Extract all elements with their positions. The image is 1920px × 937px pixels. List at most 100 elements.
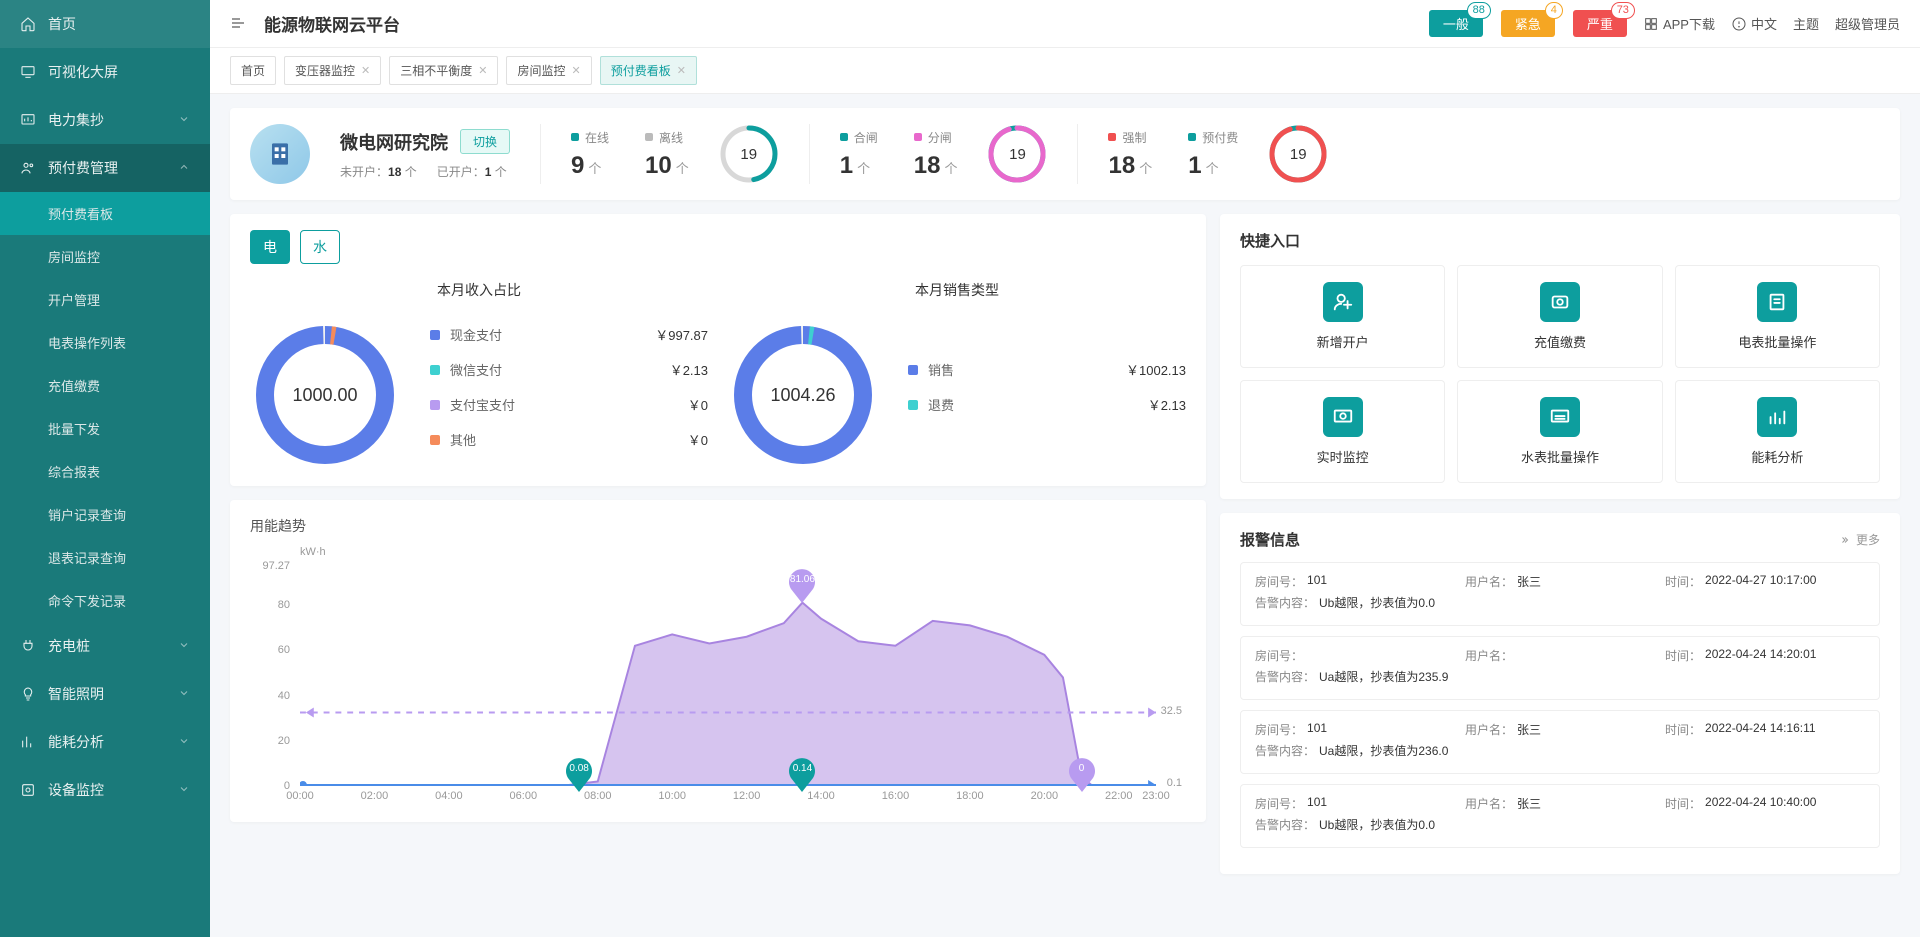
y-tick-label: 20 — [278, 735, 290, 747]
topbar: 能源物联网云平台 一般88 紧急4 严重73 APP下载 中文 主题 超级管理员 — [210, 0, 1920, 48]
unopened-unit: 个 — [401, 165, 416, 179]
sidebar-subitem[interactable]: 命令下发记录 — [0, 579, 210, 622]
alert-badge[interactable]: 一般88 — [1429, 10, 1483, 37]
legend-label: 微信支付 — [450, 360, 502, 379]
x-tick-label: 08:00 — [584, 790, 612, 802]
sidebar-subitem[interactable]: 预付费看板 — [0, 192, 210, 235]
sidebar-item[interactable]: 智能照明 — [0, 670, 210, 718]
alarm-key: 房间号： — [1255, 721, 1303, 738]
legend-row: 微信支付￥2.13 — [430, 360, 708, 379]
sidebar-item[interactable]: 首页 — [0, 0, 210, 48]
sidebar-item-label: 能耗分析 — [48, 732, 104, 752]
sidebar-item[interactable]: 预付费管理 — [0, 144, 210, 192]
donut1-title: 本月收入占比 — [250, 280, 708, 300]
quick-entry-item[interactable]: 电表批量操作 — [1675, 265, 1880, 368]
alarm-item[interactable]: 房间号：101 用户名：张三 时间：2022-04-24 10:40:00 告警… — [1240, 784, 1880, 848]
sidebar-item[interactable]: 电力集抄 — [0, 96, 210, 144]
more-label: 更多 — [1856, 531, 1880, 548]
hamburger-icon[interactable] — [230, 15, 248, 33]
sidebar-subitem[interactable]: 电表操作列表 — [0, 321, 210, 364]
close-icon[interactable]: ✕ — [361, 64, 370, 77]
sidebar-item-label: 预付费管理 — [48, 158, 118, 178]
app-download-link[interactable]: APP下载 — [1643, 14, 1715, 33]
y-tick-label: 60 — [278, 644, 290, 656]
sidebar-subitem[interactable]: 销户记录查询 — [0, 493, 210, 536]
legend-row: 支付宝支付￥0 — [430, 395, 708, 414]
stat-label: 离线 — [659, 129, 683, 146]
alarm-key: 时间： — [1665, 573, 1701, 590]
stat-block: 强制18个 — [1108, 129, 1152, 180]
x-tick-label: 18:00 — [956, 790, 984, 802]
user-add-icon — [1323, 282, 1363, 322]
ring-value: 19 — [1268, 124, 1328, 184]
bulb-icon — [20, 686, 36, 702]
sidebar-item[interactable]: 能耗分析 — [0, 718, 210, 766]
stat-unit: 个 — [1139, 161, 1152, 176]
chevron-down-icon — [178, 782, 190, 798]
alert-count: 88 — [1467, 2, 1491, 19]
chevron-down-icon — [178, 112, 190, 128]
stat-dot — [571, 133, 579, 141]
tab-label: 变压器监控 — [295, 62, 355, 79]
tab-chip[interactable]: 三相不平衡度✕ — [389, 56, 498, 85]
tab-chip[interactable]: 首页 — [230, 56, 276, 85]
alarm-item[interactable]: 房间号：101 用户名：张三 时间：2022-04-24 14:16:11 告警… — [1240, 710, 1880, 774]
alarm-content: Ub越限，抄表值为0.0 — [1319, 594, 1435, 611]
trend-right-value: 32.5 — [1161, 705, 1182, 717]
more-link[interactable]: 更多 — [1840, 531, 1880, 548]
stat-value: 1 — [1188, 152, 1201, 179]
close-icon[interactable]: ✕ — [478, 64, 487, 77]
stat-block: 预付费1个 — [1188, 129, 1238, 180]
switch-button[interactable]: 切换 — [460, 129, 510, 154]
toggle-water-button[interactable]: 水 — [300, 230, 340, 264]
quick-entry-card: 快捷入口 新增开户充值缴费电表批量操作实时监控水表批量操作能耗分析 — [1220, 214, 1900, 499]
device-icon — [20, 782, 36, 798]
sidebar-item[interactable]: 充电桩 — [0, 622, 210, 670]
alert-badge[interactable]: 紧急4 — [1501, 10, 1555, 37]
recharge-icon — [1540, 282, 1580, 322]
donut2-title: 本月销售类型 — [728, 280, 1186, 300]
sidebar-subitem[interactable]: 充值缴费 — [0, 364, 210, 407]
alarm-key: 告警内容： — [1255, 594, 1315, 611]
tab-label: 房间监控 — [517, 62, 565, 79]
app-title: 能源物联网云平台 — [264, 11, 400, 36]
legend-value: ￥2.13 — [1148, 395, 1186, 414]
tab-chip[interactable]: 房间监控 ✕ — [506, 56, 591, 85]
quick-entry-item[interactable]: 能耗分析 — [1675, 380, 1880, 483]
tab-chip[interactable]: 变压器监控 ✕ — [284, 56, 381, 85]
x-tick-label: 12:00 — [733, 790, 761, 802]
alarm-item[interactable]: 房间号：101 用户名：张三 时间：2022-04-27 10:17:00 告警… — [1240, 562, 1880, 626]
sidebar-subitem[interactable]: 开户管理 — [0, 278, 210, 321]
sidebar-item-label: 电力集抄 — [48, 110, 104, 130]
sidebar-subitem[interactable]: 房间监控 — [0, 235, 210, 278]
sidebar-subitem[interactable]: 退表记录查询 — [0, 536, 210, 579]
toggle-electric-button[interactable]: 电 — [250, 230, 290, 264]
alert-badge[interactable]: 严重73 — [1573, 10, 1627, 37]
stat-dot — [1108, 133, 1116, 141]
stat-block: 在线9个 — [571, 129, 609, 180]
legend-value: ￥1002.13 — [1126, 360, 1186, 379]
sidebar-subitem[interactable]: 批量下发 — [0, 407, 210, 450]
ring-value: 19 — [719, 124, 779, 184]
quick-entry-item[interactable]: 水表批量操作 — [1457, 380, 1662, 483]
lang-link[interactable]: 中文 — [1731, 14, 1777, 33]
close-icon[interactable]: ✕ — [677, 64, 686, 77]
sidebar-item-label: 充电桩 — [48, 636, 90, 656]
monitor-icon — [20, 112, 36, 128]
y-tick-label: 97.27 — [262, 560, 290, 572]
tab-label: 首页 — [241, 62, 265, 79]
sidebar-item[interactable]: 设备监控 — [0, 766, 210, 814]
quick-entry-item[interactable]: 新增开户 — [1240, 265, 1445, 368]
sidebar-subitem[interactable]: 综合报表 — [0, 450, 210, 493]
sidebar-item[interactable]: 可视化大屏 — [0, 48, 210, 96]
tab-chip[interactable]: 预付费看板✕ — [600, 56, 697, 85]
alarm-item[interactable]: 房间号： 用户名： 时间：2022-04-24 14:20:01 告警内容：Ua… — [1240, 636, 1880, 700]
close-icon[interactable]: ✕ — [572, 64, 581, 77]
quick-entry-item[interactable]: 充值缴费 — [1457, 265, 1662, 368]
unopened-label: 未开户： — [340, 165, 388, 179]
stat-value: 18 — [1108, 152, 1135, 179]
theme-link[interactable]: 主题 — [1793, 14, 1819, 33]
user-link[interactable]: 超级管理员 — [1835, 14, 1900, 33]
quick-entry-item[interactable]: 实时监控 — [1240, 380, 1445, 483]
y-tick-label: 80 — [278, 599, 290, 611]
